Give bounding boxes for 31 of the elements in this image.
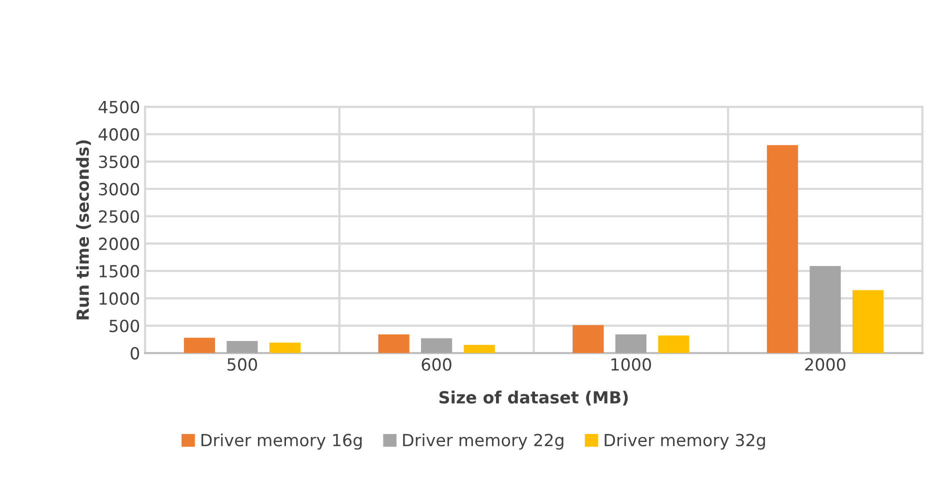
y-tick-label: 3500 xyxy=(99,155,140,168)
x-axis-title: Size of dataset (MB) xyxy=(439,390,628,406)
bar xyxy=(184,338,216,354)
x-tick-label: 1000 xyxy=(612,358,651,371)
y-tick-label: 4000 xyxy=(98,128,140,141)
bar xyxy=(421,338,452,354)
bar xyxy=(615,334,646,354)
bar xyxy=(269,342,301,354)
bar xyxy=(810,266,841,354)
legend-label: Driver memory 16g xyxy=(202,434,362,450)
bar xyxy=(378,334,410,354)
bar xyxy=(766,145,798,354)
y-tick-label: 1000 xyxy=(100,292,140,305)
y-tick-label: 500 xyxy=(110,320,140,332)
bar xyxy=(226,340,258,354)
y-tick-label: 4500 xyxy=(98,100,140,114)
y-tick-label: 1500 xyxy=(100,264,140,278)
y-tick-label: 3000 xyxy=(99,182,140,196)
bar xyxy=(658,336,690,354)
y-tick-label: 2000 xyxy=(98,238,140,250)
legend-label: Driver memory 32g xyxy=(604,434,765,450)
bar xyxy=(852,290,884,354)
x-tick-label: 600 xyxy=(422,358,452,371)
legend-label: Driver memory 22g xyxy=(403,434,564,450)
bar xyxy=(464,344,495,354)
y-tick-label: 0 xyxy=(130,346,140,360)
y-tick-label: 2500 xyxy=(98,210,140,223)
y-axis-title: Run time (seconds) xyxy=(76,140,91,320)
x-tick-label: 2000 xyxy=(805,358,846,371)
bar xyxy=(572,325,604,354)
x-tick-label: 500 xyxy=(228,358,258,371)
